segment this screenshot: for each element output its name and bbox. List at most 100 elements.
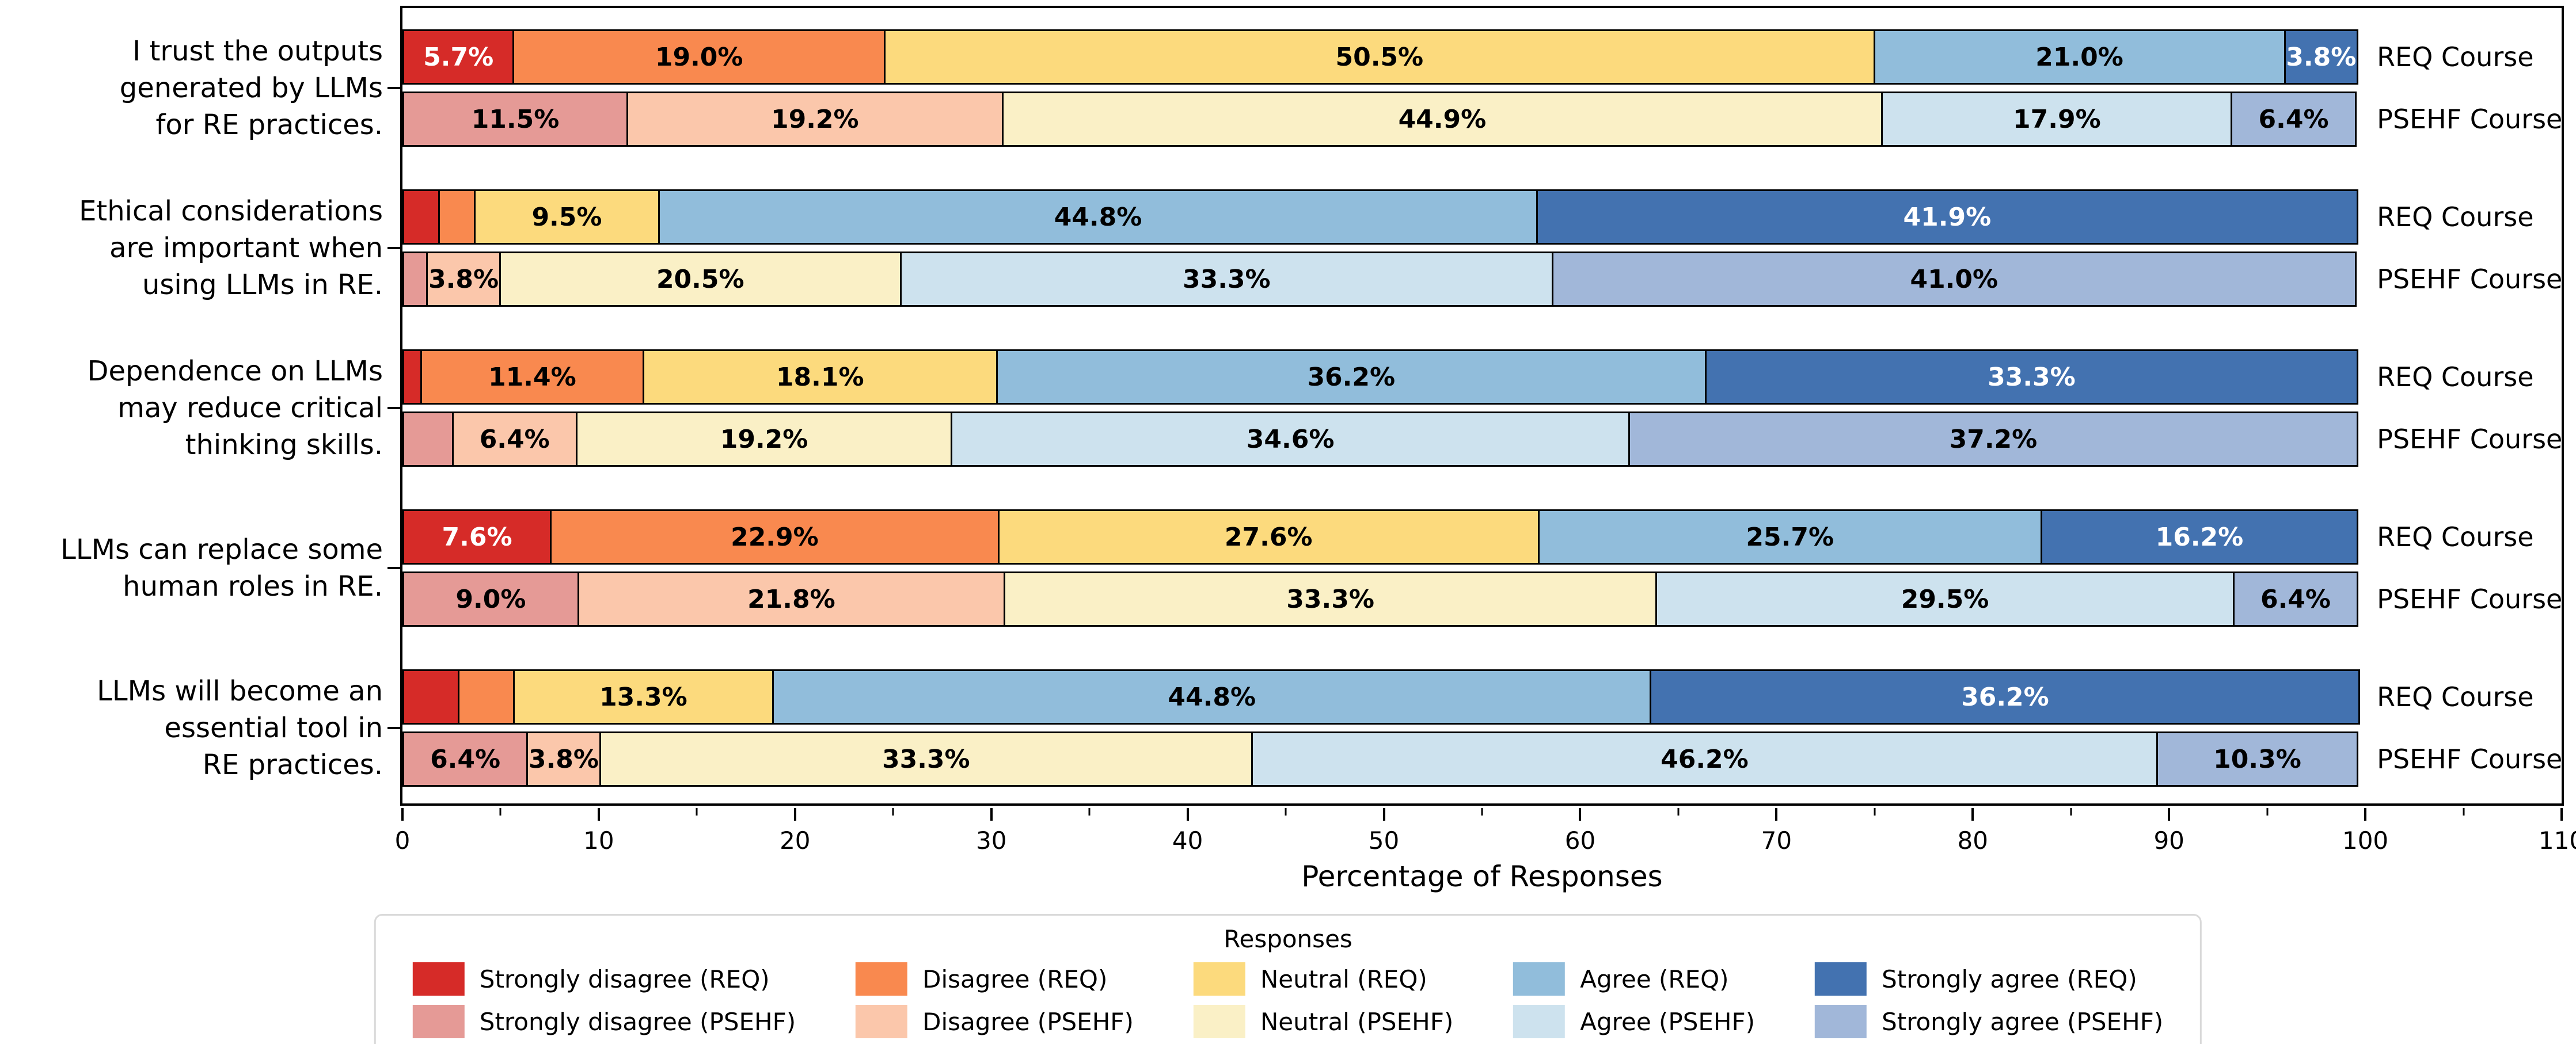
statement-text: LLMs will become an essential tool in RE p… bbox=[97, 673, 383, 783]
segment-strongly-agree-req: 41.9% bbox=[1536, 189, 2359, 245]
segment-strongly-agree-psehf: 6.4% bbox=[2231, 92, 2357, 147]
statement-label: I trust the outputs generated by LLMs for … bbox=[0, 29, 392, 147]
segment-agree-req: 44.8% bbox=[658, 189, 1538, 245]
x-tick-minor bbox=[2266, 808, 2269, 816]
segment-strongly-disagree-psehf bbox=[402, 252, 428, 307]
legend-entry: Strongly agree (PSEHF) bbox=[1815, 1005, 2163, 1038]
statement-line: essential tool in bbox=[164, 712, 383, 744]
legend-entry: Neutral (REQ) bbox=[1193, 962, 1453, 996]
bar-psehf: 6.4% 3.8% 33.3% 46.2% 10.3% PSEHF Course bbox=[402, 731, 2562, 787]
bar-req: 13.3% 44.8% 36.2% REQ Course bbox=[402, 669, 2562, 725]
course-label: PSEHF Course bbox=[2377, 584, 2563, 615]
statement-group: 13.3% 44.8% 36.2% REQ Course 6.4% 3.8% 33.3% 46… bbox=[402, 669, 2562, 787]
segment-disagree-req: 19.0% bbox=[512, 29, 886, 85]
segment-strongly-disagree-req bbox=[402, 189, 440, 245]
segment-agree-req: 44.8% bbox=[772, 669, 1652, 725]
segment-strongly-disagree-req: 7.6% bbox=[402, 509, 552, 565]
x-tick-minor bbox=[1677, 808, 1680, 816]
x-tick-minor bbox=[2070, 808, 2072, 816]
x-axis-label: Percentage of Responses bbox=[1301, 860, 1663, 893]
course-label: PSEHF Course bbox=[2377, 424, 2563, 455]
segment-strongly-disagree-req bbox=[402, 349, 423, 405]
segment-disagree-psehf: 3.8% bbox=[426, 252, 501, 307]
plot-area: 5.7% 19.0% 50.5% 21.0% 3.8% REQ Course 11.5% 19… bbox=[400, 6, 2564, 806]
legend-entry: Agree (PSEHF) bbox=[1513, 1005, 1755, 1038]
segment-disagree-req bbox=[457, 669, 515, 725]
segment-agree-psehf: 34.6% bbox=[951, 411, 1630, 467]
x-tick-label: 60 bbox=[1564, 826, 1596, 855]
statement-group: 7.6% 22.9% 27.6% 25.7% 16.2% REQ Course 9.0% 21… bbox=[402, 509, 2562, 627]
x-tick-label: 110 bbox=[2538, 826, 2576, 855]
segment-strongly-agree-req: 33.3% bbox=[1704, 349, 2359, 405]
x-tick-label: 0 bbox=[394, 826, 411, 855]
x-tick-minor bbox=[1285, 808, 1287, 816]
legend-label: Strongly disagree (PSEHF) bbox=[479, 1007, 796, 1036]
statement-line: for RE practices. bbox=[155, 109, 383, 141]
x-tick-major bbox=[1971, 808, 1974, 821]
x-tick-label: 40 bbox=[1172, 826, 1203, 855]
x-tick-label: 90 bbox=[2153, 826, 2184, 855]
course-label: REQ Course bbox=[2377, 521, 2534, 553]
legend-entry: Agree (REQ) bbox=[1513, 962, 1755, 996]
x-tick-label: 100 bbox=[2342, 826, 2389, 855]
segment-neutral-req: 27.6% bbox=[997, 509, 1540, 565]
x-tick-label: 50 bbox=[1368, 826, 1400, 855]
bar-req: 11.4% 18.1% 36.2% 33.3% REQ Course bbox=[402, 349, 2562, 405]
segment-agree-req: 36.2% bbox=[996, 349, 1707, 405]
x-tick-minor bbox=[499, 808, 501, 816]
segment-strongly-disagree-psehf: 9.0% bbox=[402, 571, 579, 627]
statement-line: may reduce critical bbox=[117, 392, 383, 424]
segment-agree-psehf: 29.5% bbox=[1655, 571, 2235, 627]
segment-neutral-psehf: 33.3% bbox=[1003, 571, 1658, 627]
segment-strongly-agree-req: 3.8% bbox=[2284, 29, 2359, 85]
segment-neutral-psehf: 20.5% bbox=[499, 252, 902, 307]
segment-strongly-agree-req: 36.2% bbox=[1650, 669, 2361, 725]
legend-grid: Strongly disagree (REQ) Disagree (REQ) Neu… bbox=[412, 962, 2163, 1038]
segment-neutral-req: 9.5% bbox=[473, 189, 660, 245]
course-label: REQ Course bbox=[2377, 41, 2534, 73]
segment-strongly-agree-req: 16.2% bbox=[2040, 509, 2359, 565]
legend-swatch bbox=[412, 1005, 465, 1038]
x-tick-label: 80 bbox=[1957, 826, 1988, 855]
legend-label: Disagree (REQ) bbox=[922, 965, 1108, 993]
segment-disagree-psehf: 21.8% bbox=[577, 571, 1005, 627]
statement-text: I trust the outputs generated by LLMs for … bbox=[120, 33, 383, 143]
course-label: REQ Course bbox=[2377, 361, 2534, 393]
statement-group: 5.7% 19.0% 50.5% 21.0% 3.8% REQ Course 11.5% 19… bbox=[402, 29, 2562, 147]
y-tick bbox=[387, 87, 400, 89]
x-tick-major bbox=[1186, 808, 1189, 821]
x-tick-label: 70 bbox=[1761, 826, 1792, 855]
segment-neutral-req: 50.5% bbox=[884, 29, 1875, 85]
y-tick bbox=[387, 407, 400, 409]
statement-line: Ethical considerations bbox=[79, 195, 383, 227]
segment-agree-psehf: 33.3% bbox=[899, 252, 1553, 307]
course-label: REQ Course bbox=[2377, 681, 2534, 712]
segment-agree-psehf: 46.2% bbox=[1251, 731, 2158, 787]
statement-group: 9.5% 44.8% 41.9% REQ Course 3.8% 20.5% 33.3% 41… bbox=[402, 189, 2562, 307]
statement-text: LLMs can replace some human roles in RE. bbox=[60, 531, 383, 605]
statement-line: are important when bbox=[109, 232, 383, 264]
segment-disagree-psehf: 6.4% bbox=[451, 411, 577, 467]
segment-disagree-req: 11.4% bbox=[420, 349, 644, 405]
bar-req: 5.7% 19.0% 50.5% 21.0% 3.8% REQ Course bbox=[402, 29, 2562, 85]
legend-swatch bbox=[1513, 1005, 1566, 1038]
segment-disagree-req: 22.9% bbox=[550, 509, 1000, 565]
course-label: PSEHF Course bbox=[2377, 104, 2563, 135]
x-tick-minor bbox=[1481, 808, 1483, 816]
segment-disagree-psehf: 19.2% bbox=[626, 92, 1004, 147]
legend-swatch bbox=[1193, 1005, 1245, 1038]
legend-label: Disagree (PSEHF) bbox=[922, 1007, 1134, 1036]
x-tick-major bbox=[401, 808, 404, 821]
statement-line: using LLMs in RE. bbox=[142, 269, 383, 301]
legend-title: Responses bbox=[1224, 925, 1352, 953]
legend-label: Neutral (PSEHF) bbox=[1260, 1007, 1454, 1036]
statement-line: LLMs can replace some bbox=[60, 534, 383, 566]
bar-req: 7.6% 22.9% 27.6% 25.7% 16.2% REQ Course bbox=[402, 509, 2562, 565]
segment-neutral-psehf: 19.2% bbox=[575, 411, 953, 467]
segment-disagree-req bbox=[438, 189, 476, 245]
statement-label: Dependence on LLMs may reduce critical thi… bbox=[0, 349, 392, 467]
x-tick-minor bbox=[1874, 808, 1876, 816]
segment-agree-psehf: 17.9% bbox=[1881, 92, 2233, 147]
legend-label: Strongly agree (REQ) bbox=[1882, 965, 2137, 993]
